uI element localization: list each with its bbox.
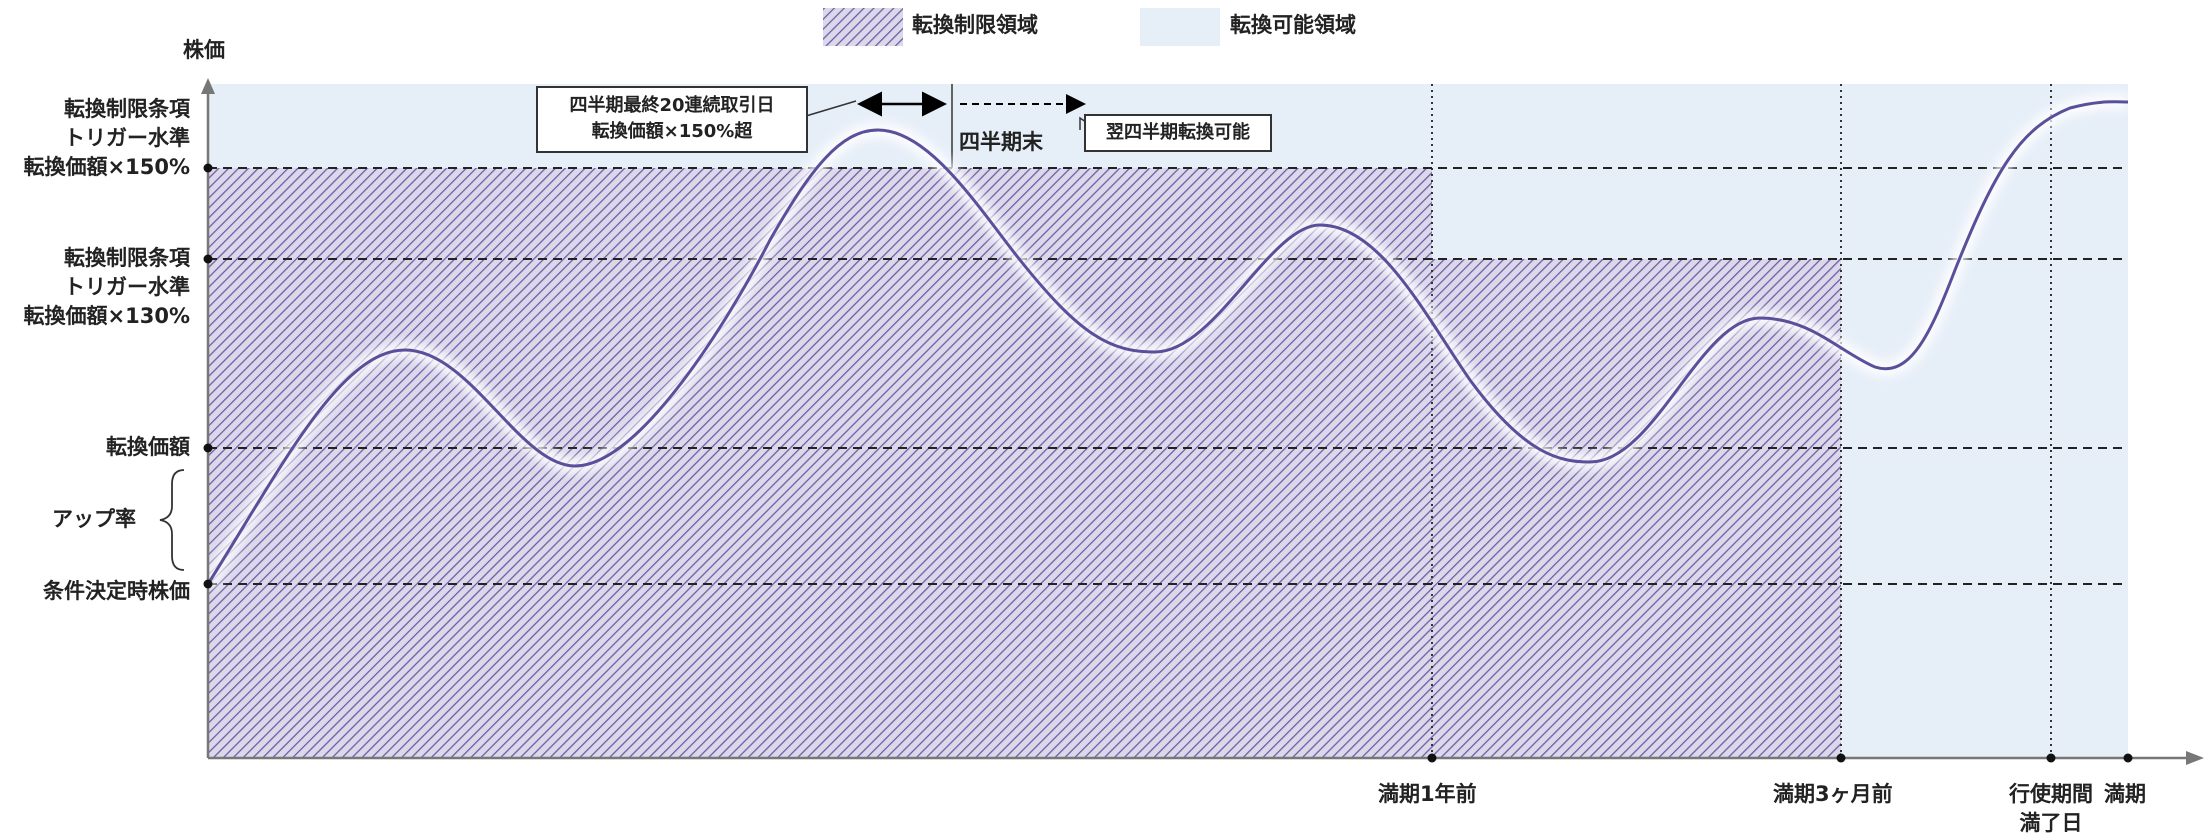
- quarter-end-label: 四半期末: [959, 130, 1043, 154]
- legend-allowed-swatch: [1140, 8, 1220, 46]
- legend-restricted-swatch: [823, 8, 903, 46]
- condition-line2: 転換価額×150%超: [591, 121, 753, 142]
- dot-conversion: [203, 443, 213, 453]
- dot-maturity: [2123, 753, 2133, 763]
- label-initial-price: 条件決定時株価: [43, 579, 190, 603]
- dot-three-months: [1836, 753, 1846, 763]
- label-trigger150-line2: トリガー水準: [64, 126, 190, 150]
- condition-callout: 四半期最終20連続取引日 転換価額×150%超: [536, 86, 808, 153]
- label-conversion-price: 転換価額: [106, 435, 190, 459]
- legend-allowed-label: 転換可能領域: [1230, 13, 1356, 37]
- stock-curve: [206, 100, 2129, 585]
- next-quarter-text: 翌四半期転換可能: [1106, 122, 1250, 143]
- x-label-exercise-end: 行使期間 満了日: [1990, 780, 2112, 838]
- dot-initial: [203, 579, 213, 589]
- x-label-one-year: 満期1年前: [1378, 782, 1477, 806]
- condition-line1: 四半期最終20連続取引日: [569, 95, 775, 116]
- restricted-region-1: [208, 168, 1432, 758]
- label-trigger150: 転換制限条項 トリガー水準 転換価額×150%: [24, 95, 190, 182]
- label-trigger130-line2: トリガー水準: [64, 275, 190, 299]
- label-trigger130-line1: 転換制限条項: [64, 246, 190, 270]
- restricted-region-2: [1432, 259, 1841, 758]
- label-trigger150-line1: 転換制限条項: [64, 97, 190, 121]
- x-label-three-months: 満期3ヶ月前: [1773, 782, 1893, 806]
- dot-150: [203, 163, 213, 173]
- up-rate-brace: [159, 469, 185, 571]
- dot-one-year: [1427, 753, 1437, 763]
- x-label-maturity: 満期: [2104, 782, 2146, 806]
- label-trigger130: 転換制限条項 トリガー水準 転換価額×130%: [24, 244, 190, 331]
- legend-restricted-label: 転換制限領域: [912, 13, 1038, 37]
- label-up-rate: アップ率: [52, 507, 136, 531]
- label-trigger130-line3: 転換価額×130%: [23, 304, 190, 328]
- label-trigger150-line3: 転換価額×150%: [23, 155, 190, 179]
- x-axis-arrow: [2186, 751, 2204, 765]
- x-label-exercise-end-line2: 満了日: [2019, 811, 2083, 835]
- x-label-exercise-end-line1: 行使期間: [2009, 782, 2093, 806]
- condition-pointer: [805, 100, 857, 117]
- y-axis-label: 株価: [183, 38, 225, 62]
- dot-130: [203, 254, 213, 264]
- dot-exercise-end: [2046, 753, 2056, 763]
- y-axis-arrow: [201, 78, 215, 94]
- next-quarter-callout: 翌四半期転換可能: [1084, 114, 1272, 152]
